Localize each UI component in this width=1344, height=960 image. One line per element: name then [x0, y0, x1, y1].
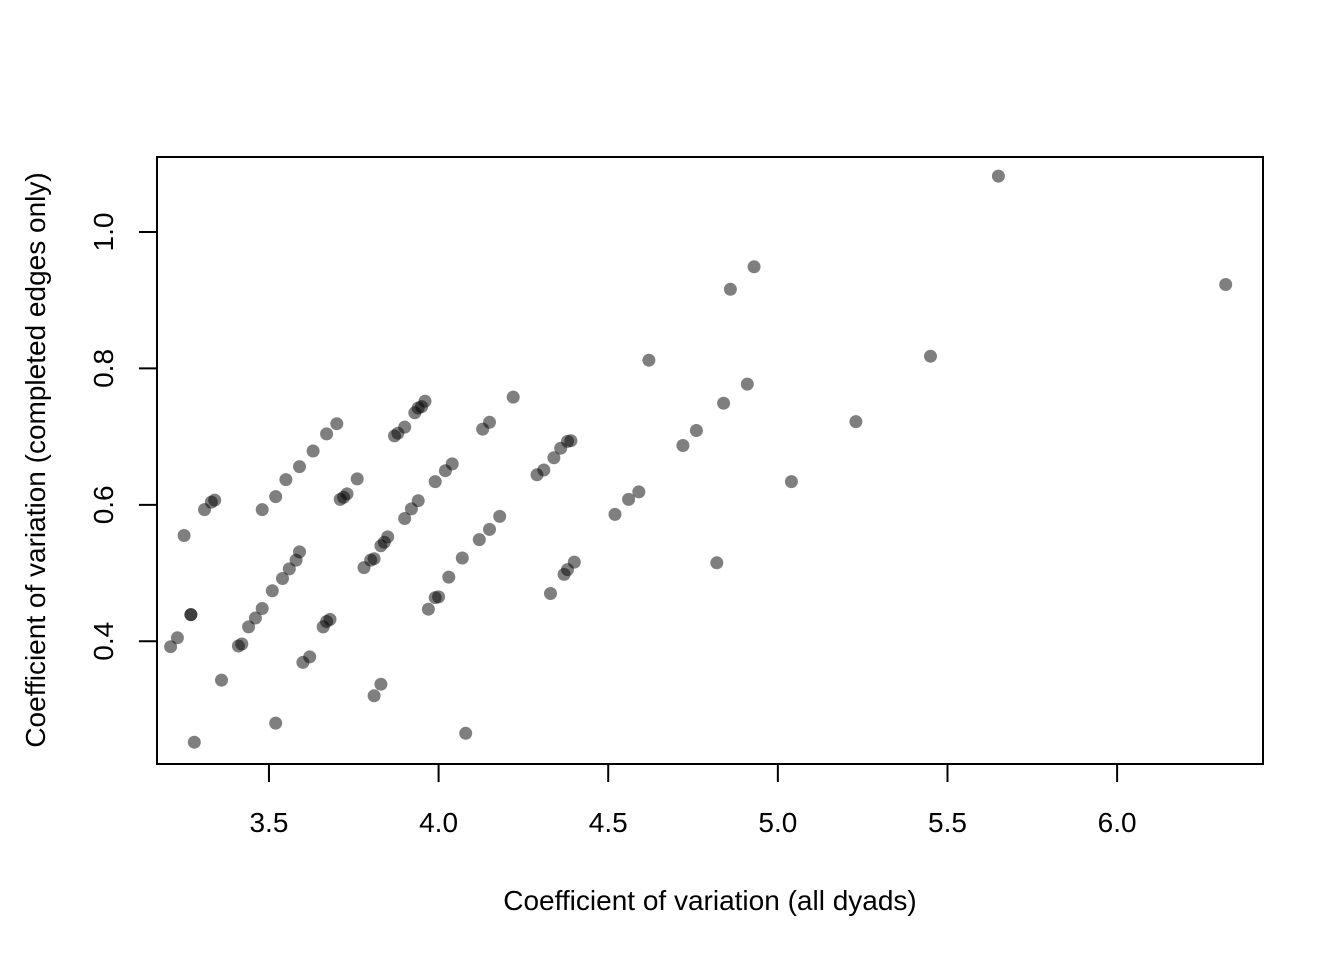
data-point-4 — [177, 529, 191, 542]
data-point-86 — [710, 556, 724, 570]
data-point-62 — [455, 551, 469, 565]
x-axis: 3.5 4.0 4.5 5.0 5.5 6.0 — [249, 763, 1137, 838]
data-point-66 — [483, 415, 496, 429]
x-tick-label-4: 5.5 — [928, 807, 967, 838]
data-point-67 — [483, 522, 496, 536]
x-tick-label-5: 6.0 — [1098, 807, 1137, 838]
x-tick-label-3: 5.0 — [758, 807, 797, 838]
data-point-83 — [642, 353, 656, 367]
data-point-61 — [442, 570, 456, 584]
data-point-73 — [547, 451, 561, 465]
data-point-64 — [472, 533, 486, 547]
data-point-68 — [493, 509, 507, 523]
data-point-90 — [747, 260, 761, 274]
data-point-48 — [398, 512, 412, 525]
data-point-92 — [849, 415, 863, 429]
data-point-72 — [544, 587, 557, 600]
data-point-84 — [676, 439, 690, 452]
y-tick-label-0: 0.4 — [88, 622, 119, 661]
data-point-11 — [235, 637, 249, 651]
data-point-14 — [255, 602, 269, 615]
data-point-63 — [459, 726, 473, 740]
data-point-19 — [293, 545, 306, 559]
data-point-12 — [242, 620, 256, 634]
data-point-55 — [421, 602, 435, 616]
x-tick-label-2: 4.5 — [589, 807, 628, 838]
data-point-85 — [689, 424, 703, 437]
data-point-94 — [991, 169, 1005, 183]
x-tick-label-0: 3.5 — [249, 807, 288, 838]
data-point-91 — [784, 475, 798, 489]
data-point-15 — [265, 584, 279, 598]
data-point-0 — [164, 640, 178, 654]
data-point-82 — [632, 485, 646, 499]
data-point-71 — [537, 463, 551, 477]
data-point-17 — [282, 562, 296, 576]
data-point-23 — [293, 460, 306, 474]
data-point-60 — [445, 457, 459, 471]
data-point-39 — [367, 552, 381, 566]
data-points — [164, 169, 1233, 749]
data-point-8 — [215, 673, 228, 687]
data-point-36 — [350, 472, 364, 486]
data-point-32 — [323, 612, 337, 626]
data-point-47 — [398, 420, 412, 434]
data-point-89 — [740, 377, 754, 391]
y-tick-label-2: 0.8 — [88, 349, 119, 388]
data-point-88 — [723, 282, 737, 296]
data-point-69 — [506, 390, 520, 404]
data-point-87 — [717, 396, 731, 410]
data-point-24 — [306, 444, 320, 458]
plot-frame — [156, 156, 1264, 765]
data-point-1 — [170, 631, 184, 645]
data-point-20 — [255, 503, 269, 517]
y-axis-label: Coefficient of variation (completed edge… — [20, 172, 51, 747]
data-point-9 — [187, 735, 201, 749]
data-point-22 — [279, 473, 293, 487]
data-point-26 — [330, 417, 344, 431]
data-point-29 — [303, 650, 317, 664]
data-point-54 — [411, 494, 425, 508]
data-point-25 — [320, 427, 334, 441]
data-point-53 — [418, 394, 432, 408]
data-point-78 — [564, 434, 578, 448]
data-point-41 — [374, 677, 388, 691]
data-point-44 — [381, 530, 395, 544]
x-axis-label: Coefficient of variation (all dyads) — [503, 885, 916, 916]
data-point-93 — [924, 349, 937, 363]
y-axis: 0.4 0.6 0.8 1.0 — [88, 213, 158, 661]
data-point-13 — [248, 611, 262, 625]
data-point-16 — [276, 572, 289, 585]
data-point-21 — [269, 490, 283, 504]
data-point-58 — [428, 475, 442, 489]
data-point-79 — [567, 555, 581, 569]
data-point-35 — [340, 487, 354, 501]
data-point-3 — [184, 608, 198, 622]
data-point-57 — [432, 590, 446, 604]
data-point-80 — [608, 507, 622, 521]
y-tick-label-3: 1.0 — [88, 213, 119, 252]
data-point-95 — [1219, 278, 1233, 291]
y-tick-label-1: 0.6 — [88, 485, 119, 524]
x-tick-label-1: 4.0 — [419, 807, 458, 838]
data-point-81 — [622, 492, 636, 506]
data-point-27 — [269, 716, 283, 730]
data-point-7 — [208, 493, 222, 507]
data-point-40 — [367, 689, 381, 703]
